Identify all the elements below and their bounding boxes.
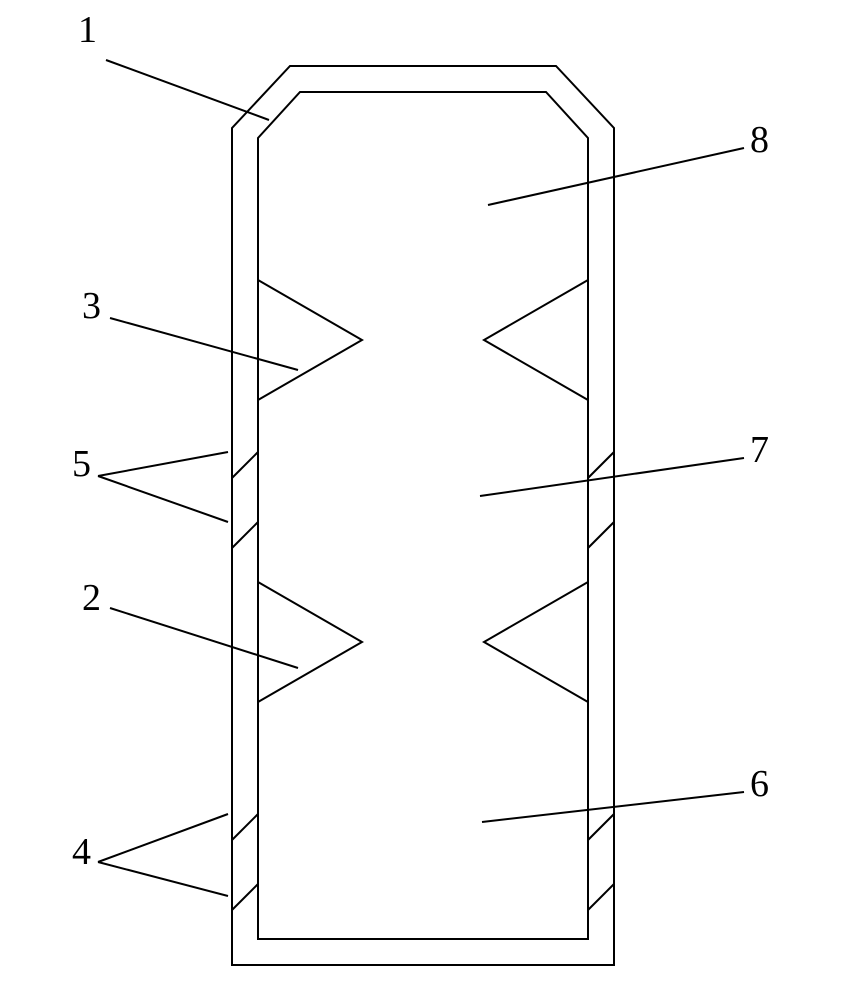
upper-right-hatch-0 (588, 452, 614, 478)
reference-label-3: 3 (82, 284, 101, 328)
lower-left-triangle-baffle (258, 582, 362, 702)
leader-line-4-1 (98, 862, 228, 896)
lower-right-hatch-1 (588, 884, 614, 910)
leader-line-1 (106, 60, 269, 120)
upper-left-hatch-0 (232, 452, 258, 478)
reference-label-6: 6 (750, 762, 769, 806)
reference-label-7: 7 (750, 428, 769, 472)
leader-line-4-0 (98, 814, 228, 862)
reference-label-2: 2 (82, 576, 101, 620)
leader-line-5-1 (98, 476, 228, 522)
upper-left-hatch-1 (232, 522, 258, 548)
reference-label-1: 1 (78, 8, 97, 52)
inner-vessel-wall (258, 92, 588, 939)
upper-right-hatch-1 (588, 522, 614, 548)
lower-right-triangle-baffle (484, 582, 588, 702)
reference-label-5: 5 (72, 442, 91, 486)
upper-right-triangle-baffle (484, 280, 588, 400)
lower-left-hatch-1 (232, 884, 258, 910)
reference-label-4: 4 (72, 830, 91, 874)
leader-line-8 (488, 148, 744, 205)
lower-left-hatch-0 (232, 814, 258, 840)
outer-vessel-wall (232, 66, 614, 965)
leader-line-7 (480, 458, 744, 496)
technical-diagram (0, 0, 842, 1000)
leader-line-5-0 (98, 452, 228, 476)
lower-right-hatch-0 (588, 814, 614, 840)
leader-line-3 (110, 318, 298, 370)
upper-left-triangle-baffle (258, 280, 362, 400)
reference-label-8: 8 (750, 118, 769, 162)
leader-line-2 (110, 608, 298, 668)
